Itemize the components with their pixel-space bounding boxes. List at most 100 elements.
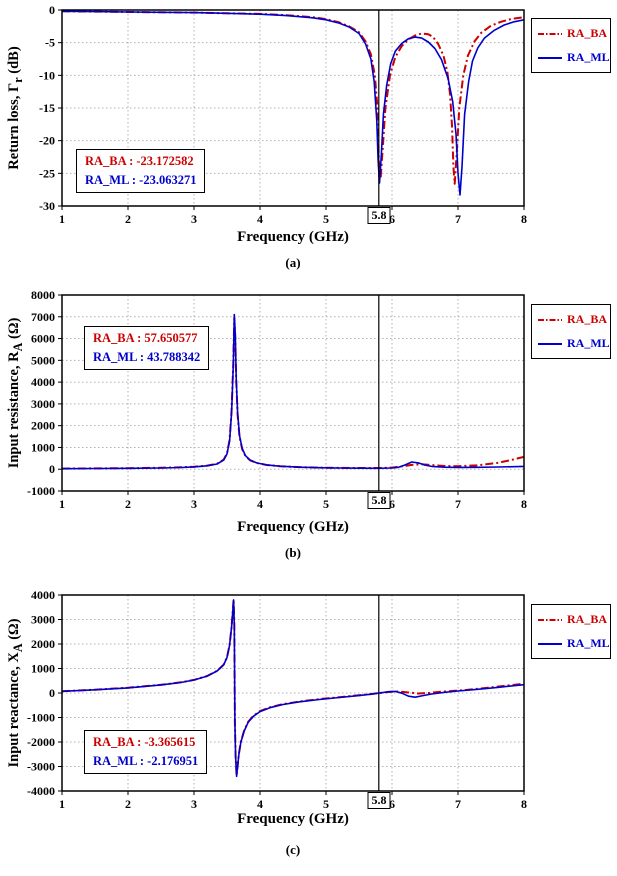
- y-axis-label: Input reactance, XA (Ω): [6, 619, 26, 768]
- x-tick-label: 4: [257, 797, 263, 811]
- dashdot-line-icon: [538, 318, 562, 321]
- y-tick-label: 3000: [31, 397, 55, 411]
- x-tick-label: 6: [389, 212, 395, 226]
- input-reactance-plot: 1 2 3 4 5 6 7 8 4000 3000 2000 1000 0 -1000 -2000 -3000…: [27, 588, 527, 811]
- x-tick-label: 3: [191, 797, 197, 811]
- panel-caption-a: (a): [285, 255, 301, 270]
- legend-label: RA_BA: [567, 26, 608, 40]
- chart-panel-a: 1 2 3 4 5 6 7 8 0 -5 -10 -15 -20 -25 -30 Return loss, …: [0, 0, 617, 278]
- y-tick-label: 3000: [31, 613, 55, 627]
- x-tick-label: 8: [521, 797, 527, 811]
- legend: RA_BA RA_ML: [531, 604, 611, 659]
- x-tick-label: 5: [323, 212, 329, 226]
- y-tick-label: 2000: [31, 637, 55, 651]
- y-tick-label: 1000: [31, 662, 55, 676]
- chart-panel-c: 1 2 3 4 5 6 7 8 4000 3000 2000 1000 0 -1000 -2000 -3000…: [0, 570, 617, 876]
- marker-readout-box: RA_BA : 57.650577 RA_ML : 43.788342: [84, 326, 210, 370]
- x-tick-label: 8: [521, 497, 527, 511]
- x-tick-label: 2: [125, 497, 131, 511]
- chart-panel-b: 1 2 3 4 5 6 7 8 8000 7000 6000 5000 4000 3000 2000 1000…: [0, 278, 617, 570]
- x-tick-label: 6: [389, 797, 395, 811]
- y-tick-label: -4000: [27, 784, 55, 798]
- y-tick-label: -30: [39, 199, 55, 213]
- y-axis-label-subscript: A: [10, 643, 25, 653]
- marker-readout-ra-ml: RA_ML : -23.063271: [85, 172, 197, 187]
- x-tick-label: 7: [455, 797, 461, 811]
- y-tick-label: 4000: [31, 588, 55, 602]
- marker-readout-ra-ba: RA_BA : -23.172582: [85, 154, 194, 168]
- dashdot-line-icon: [538, 618, 562, 621]
- y-axis-label-subscript: A: [10, 342, 25, 352]
- y-tick-label: -1000: [27, 711, 55, 725]
- solid-line-icon: [538, 342, 562, 345]
- x-axis-label: Frequency (GHz): [237, 811, 349, 827]
- x-tick-label: 2: [125, 797, 131, 811]
- x-tick-label: 4: [257, 212, 263, 226]
- y-tick-label: -5: [45, 36, 55, 50]
- x-tick-label: 5: [323, 497, 329, 511]
- legend-entry-RA_ML: RA_ML: [537, 636, 610, 651]
- y-axis-label-subscript: r: [10, 77, 25, 83]
- panel-caption-c: (c): [285, 842, 301, 857]
- legend-label: RA_ML: [567, 50, 610, 64]
- legend-label: RA_ML: [567, 636, 610, 650]
- marker-readout-box: RA_BA : -3.365615 RA_ML : -2.176951: [84, 730, 208, 774]
- y-tick-label: -15: [39, 101, 55, 115]
- y-tick-label: 6000: [31, 332, 55, 346]
- marker-readout-box: RA_BA : -23.172582 RA_ML : -23.063271: [76, 149, 206, 193]
- y-axis-label-unit: (dB): [6, 46, 23, 78]
- y-tick-label: 5000: [31, 353, 55, 367]
- y-tick-label: -1000: [27, 484, 55, 498]
- legend: RA_BA RA_ML: [531, 304, 611, 359]
- legend-label: RA_ML: [567, 336, 610, 350]
- y-axis-label-unit: (Ω): [6, 317, 23, 343]
- x-tick-label: 5: [323, 797, 329, 811]
- series-RA_ML: [62, 313, 524, 470]
- x-tick-label: 3: [191, 497, 197, 511]
- y-tick-label: -2000: [27, 735, 55, 749]
- return-loss-plot: 1 2 3 4 5 6 7 8 0 -5 -10 -15 -20 -25 -30: [39, 3, 527, 226]
- panel-caption-b: (b): [285, 545, 301, 560]
- legend: RA_BA RA_ML: [531, 18, 611, 73]
- y-axis-label: Return loss, Γr (dB): [6, 46, 26, 169]
- series-RA_ML: [62, 599, 524, 778]
- y-tick-label: -20: [39, 134, 55, 148]
- legend-entry-RA_ML: RA_ML: [537, 50, 610, 65]
- marker-frequency-label: 5.8: [367, 492, 391, 509]
- x-tick-label: 3: [191, 212, 197, 226]
- legend-label: RA_BA: [567, 612, 608, 626]
- marker-readout-ra-ml: RA_ML : -2.176951: [93, 753, 199, 768]
- series-RA_ML: [62, 10, 524, 196]
- x-tick-label: 4: [257, 497, 263, 511]
- marker-frequency-label: 5.8: [367, 792, 391, 809]
- y-tick-label: 2000: [31, 419, 55, 433]
- y-axis-label: Input resistance, RA (Ω): [6, 318, 26, 469]
- x-axis-label: Frequency (GHz): [237, 229, 349, 245]
- legend-entry-RA_ML: RA_ML: [537, 336, 610, 351]
- x-axis-label: Frequency (GHz): [237, 519, 349, 535]
- legend-entry-RA_BA: RA_BA: [537, 612, 608, 627]
- y-tick-label: 1000: [31, 440, 55, 454]
- x-tick-label: 7: [455, 212, 461, 226]
- y-tick-label: 0: [49, 3, 55, 17]
- y-tick-label: -3000: [27, 760, 55, 774]
- x-tick-label: 8: [521, 212, 527, 226]
- y-tick-label: -10: [39, 68, 55, 82]
- y-axis-label-text: Return loss, Γ: [6, 82, 23, 170]
- legend-entry-RA_BA: RA_BA: [537, 312, 607, 327]
- y-tick-label: 4000: [31, 375, 55, 389]
- y-axis-label-text: Input resistance, R: [6, 351, 23, 469]
- legend-entry-RA_BA: RA_BA: [537, 26, 608, 41]
- y-tick-label: -25: [39, 166, 55, 180]
- marker-readout-ra-ba: RA_BA : -3.365615: [93, 735, 196, 749]
- series-RA_BA: [62, 10, 524, 185]
- y-axis-label-unit: (Ω): [6, 618, 23, 644]
- x-tick-label: 7: [455, 497, 461, 511]
- y-axis-label-text: Input reactance, X: [6, 652, 23, 768]
- x-tick-label: 6: [389, 497, 395, 511]
- x-tick-label: 1: [59, 212, 65, 226]
- dashdot-line-icon: [538, 32, 562, 35]
- marker-readout-ra-ba: RA_BA : 57.650577: [93, 331, 198, 345]
- y-tick-label: 7000: [31, 310, 55, 324]
- marker-readout-ra-ml: RA_ML : 43.788342: [93, 349, 201, 364]
